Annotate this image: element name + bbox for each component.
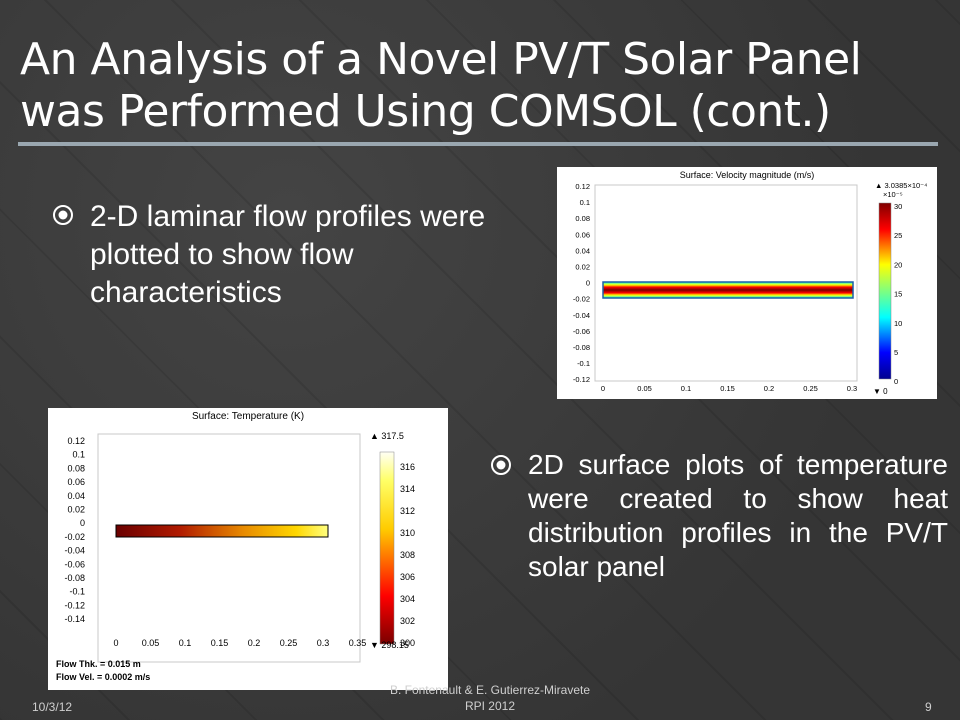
- temperature-y-tick: -0.06: [64, 559, 85, 569]
- velocity-y-tick: -0.04: [573, 311, 590, 320]
- temperature-figure: Surface: Temperature (K) 0.12 0.1 0.08 0.06…: [48, 408, 448, 690]
- temperature-y-tick: 0.08: [67, 463, 85, 473]
- velocity-colorbar: [878, 202, 892, 380]
- velocity-x-tick: 0.05: [637, 384, 652, 393]
- temperature-y-tick: 0: [80, 518, 85, 528]
- velocity-colorbar-scale: ×10⁻⁵: [883, 190, 903, 199]
- bullet-temperature-plots: 2D surface plots of temperature were cre…: [491, 448, 948, 584]
- temperature-y-tick: 0.06: [67, 477, 85, 487]
- velocity-colorbar-max: ▲ 3.0385×10⁻⁴: [875, 181, 927, 190]
- footer-authors-line: B. Fontenault & E. Gutierrez-Miravete: [389, 683, 591, 697]
- temperature-y-tick: -0.04: [64, 546, 85, 556]
- title-underline: [18, 142, 938, 146]
- temperature-colorbar-tick: 314: [400, 484, 415, 494]
- temperature-plot-title: Surface: Temperature (K): [191, 411, 305, 422]
- velocity-x-tick: 0.15: [720, 384, 735, 393]
- velocity-y-tick: 0.1: [580, 198, 590, 207]
- temperature-x-tick: 0.15: [211, 638, 229, 648]
- temperature-y-tick: 0.04: [67, 491, 85, 501]
- temperature-colorbar-tick: 300: [400, 638, 415, 648]
- temperature-colorbar: [379, 451, 395, 645]
- flow-thickness-note: Flow Thk. = 0.015 m: [56, 659, 141, 669]
- bullet-flow-profiles: 2-D laminar flow profiles were plotted t…: [53, 198, 530, 312]
- temperature-y-tick: -0.08: [64, 573, 85, 583]
- footer-authors: B. Fontenault & E. Gutierrez-Miravete RP…: [340, 682, 640, 714]
- temperature-x-tick: 0.1: [179, 638, 192, 648]
- velocity-colorbar-tick: 30: [894, 202, 902, 211]
- temperature-colorbar-tick: 310: [400, 528, 415, 538]
- velocity-plot-title: Surface: Velocity magnitude (m/s): [679, 170, 815, 180]
- footer-venue-line: RPI 2012: [464, 699, 516, 713]
- velocity-x-tick: 0: [601, 384, 605, 393]
- velocity-y-tick: 0.04: [575, 246, 590, 255]
- velocity-x-tick: 0.3: [847, 384, 857, 393]
- circled-dot-icon: [53, 205, 73, 225]
- velocity-colorbar-tick: 0: [894, 377, 898, 386]
- temperature-colorbar-tick: 316: [400, 462, 415, 472]
- temperature-x-tick: 0.35: [349, 638, 367, 648]
- velocity-y-tick: -0.1: [577, 359, 590, 368]
- temperature-y-tick: 0.12: [67, 436, 85, 446]
- velocity-x-tick: 0.1: [681, 384, 691, 393]
- velocity-y-tick: 0.08: [575, 214, 590, 223]
- slide-title: An Analysis of a Novel PV/T Solar Panel …: [20, 34, 940, 138]
- temperature-y-tick: -0.14: [64, 614, 85, 624]
- temperature-colorbar-tick: 302: [400, 616, 415, 626]
- temperature-x-tick: 0.2: [248, 638, 261, 648]
- velocity-colorbar-tick: 5: [894, 348, 898, 357]
- bullet-flow-profiles-text: 2-D laminar flow profiles were plotted t…: [90, 200, 486, 309]
- temperature-x-tick: 0.05: [142, 638, 160, 648]
- temperature-y-tick: -0.12: [64, 600, 85, 610]
- velocity-y-tick: 0.06: [575, 230, 590, 239]
- temperature-x-tick: 0.3: [317, 638, 330, 648]
- temperature-x-tick: 0.25: [280, 638, 298, 648]
- velocity-y-tick: -0.02: [573, 295, 590, 304]
- velocity-x-tick: 0.2: [764, 384, 774, 393]
- temperature-colorbar-tick: 304: [400, 594, 415, 604]
- velocity-y-tick: 0.02: [575, 263, 590, 272]
- temperature-y-tick: -0.02: [64, 532, 85, 542]
- flow-velocity-note: Flow Vel. = 0.0002 m/s: [56, 672, 151, 682]
- temperature-colorbar-tick: 312: [400, 506, 415, 516]
- velocity-x-tick: 0.25: [803, 384, 818, 393]
- velocity-colorbar-min: ▼ 0: [873, 387, 888, 396]
- temperature-x-tick: 0: [113, 638, 118, 648]
- velocity-plot-canvas: 0.12 0.1 0.08 0.06 0.04 0.02 0 -0.02 -0.04 -0.06 -…: [573, 181, 927, 396]
- temperature-axes-frame: [97, 433, 361, 663]
- velocity-y-tick: -0.08: [573, 343, 590, 352]
- temperature-colorbar-tick: 308: [400, 550, 415, 560]
- footer-page-number: 9: [925, 700, 932, 714]
- velocity-colorbar-tick: 15: [894, 290, 902, 299]
- circled-dot-icon: [491, 455, 511, 475]
- velocity-y-tick: -0.06: [573, 327, 590, 336]
- temperature-y-tick: 0.02: [67, 505, 85, 515]
- temperature-colorbar-tick: 306: [400, 572, 415, 582]
- velocity-y-tick: 0.12: [575, 182, 590, 191]
- temperature-y-tick: 0.1: [72, 450, 85, 460]
- temperature-y-tick: -0.1: [69, 587, 85, 597]
- temperature-colorbar-min: ▼ 298.15: [370, 640, 409, 650]
- footer-date: 10/3/12: [32, 700, 73, 714]
- slide-title-line-1: An Analysis of a Novel PV/T Solar Panel: [20, 34, 862, 85]
- temperature-plot-canvas: 0.12 0.1 0.08 0.06 0.04 0.02 0 -0.02 -0.04 -0.06 -…: [64, 431, 415, 663]
- velocity-magnitude-figure: Surface: Velocity magnitude (m/s): [557, 167, 937, 399]
- velocity-colorbar-tick: 10: [894, 319, 902, 328]
- velocity-colorbar-tick: 20: [894, 260, 902, 269]
- temperature-colorbar-max: ▲ 317.5: [370, 431, 404, 441]
- temperature-band: [115, 524, 329, 538]
- velocity-y-tick: -0.12: [573, 375, 590, 384]
- velocity-flow-band: [602, 281, 854, 299]
- velocity-y-tick: 0: [586, 279, 590, 288]
- slide-title-line-2: was Performed Using COMSOL (cont.): [20, 86, 831, 137]
- velocity-colorbar-tick: 25: [894, 231, 902, 240]
- bullet-temperature-plots-text: 2D surface plots of temperature were cre…: [528, 449, 948, 582]
